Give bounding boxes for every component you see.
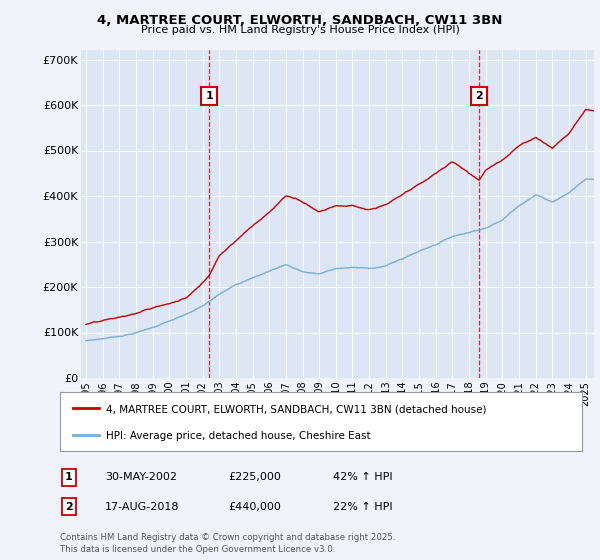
Text: HPI: Average price, detached house, Cheshire East: HPI: Average price, detached house, Ches… — [106, 431, 371, 441]
Text: 1: 1 — [205, 91, 213, 101]
Text: 42% ↑ HPI: 42% ↑ HPI — [333, 472, 392, 482]
Text: 17-AUG-2018: 17-AUG-2018 — [105, 502, 179, 512]
Text: 4, MARTREE COURT, ELWORTH, SANDBACH, CW11 3BN (detached house): 4, MARTREE COURT, ELWORTH, SANDBACH, CW1… — [106, 404, 487, 414]
Text: Price paid vs. HM Land Registry's House Price Index (HPI): Price paid vs. HM Land Registry's House … — [140, 25, 460, 35]
Text: Contains HM Land Registry data © Crown copyright and database right 2025.: Contains HM Land Registry data © Crown c… — [60, 533, 395, 542]
Text: This data is licensed under the Open Government Licence v3.0.: This data is licensed under the Open Gov… — [60, 545, 335, 554]
Text: 30-MAY-2002: 30-MAY-2002 — [105, 472, 177, 482]
Text: 4, MARTREE COURT, ELWORTH, SANDBACH, CW11 3BN: 4, MARTREE COURT, ELWORTH, SANDBACH, CW1… — [97, 14, 503, 27]
Text: £440,000: £440,000 — [228, 502, 281, 512]
Text: 2: 2 — [475, 91, 483, 101]
Text: £225,000: £225,000 — [228, 472, 281, 482]
Text: 22% ↑ HPI: 22% ↑ HPI — [333, 502, 392, 512]
Text: 2: 2 — [65, 502, 73, 512]
Text: 1: 1 — [65, 472, 73, 482]
Text: 2: 2 — [475, 91, 483, 101]
